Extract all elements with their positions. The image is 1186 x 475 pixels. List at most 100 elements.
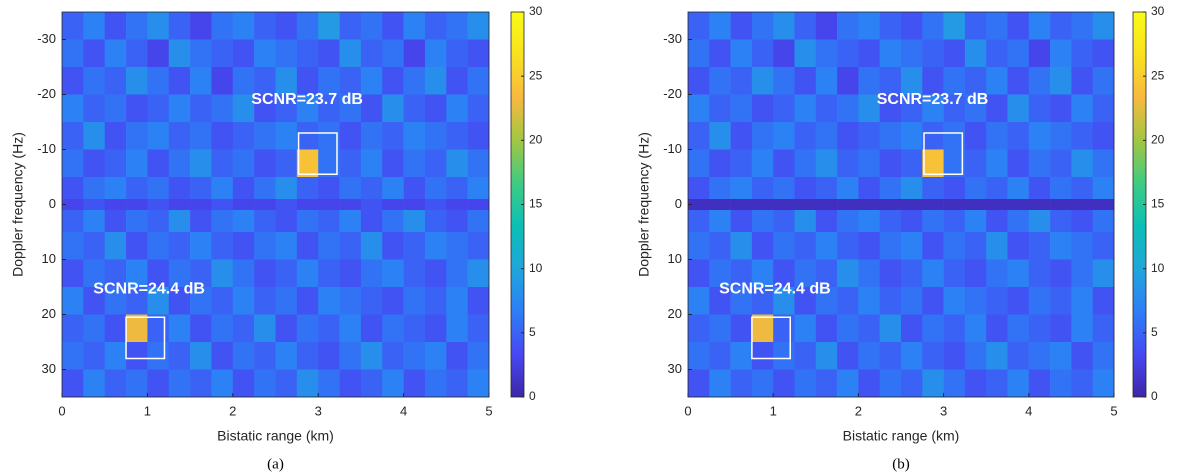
heatmap-cell xyxy=(1028,149,1051,178)
heatmap-cell xyxy=(986,199,1008,211)
target-box xyxy=(923,132,964,175)
heatmap-cell xyxy=(1071,287,1093,315)
annotation: SCNR=23.7 dB xyxy=(877,91,989,108)
heatmap-cell xyxy=(1007,149,1030,178)
heatmap-cell xyxy=(275,314,298,343)
heatmap-cell xyxy=(773,287,795,315)
heatmap-cell xyxy=(1028,67,1051,95)
heatmap-cell xyxy=(424,177,447,200)
heatmap-cell xyxy=(730,39,753,68)
heatmap-cell xyxy=(275,259,298,288)
heatmap-cell xyxy=(382,67,404,95)
heatmap-cell xyxy=(382,314,404,343)
heatmap-cell xyxy=(688,199,710,211)
heatmap-cell xyxy=(1028,12,1051,40)
heatmap-cell xyxy=(232,122,255,150)
heatmap-cell xyxy=(254,122,276,150)
heatmap-cell xyxy=(986,39,1008,68)
heatmap-cell xyxy=(964,232,987,260)
heatmap-cell xyxy=(190,177,212,200)
x-tick-label: 5 xyxy=(485,403,492,418)
heatmap-cell xyxy=(922,122,944,150)
heatmap-cell xyxy=(837,67,859,95)
heatmap-cell xyxy=(1071,122,1093,150)
heatmap-cell xyxy=(879,122,902,150)
heatmap-cell xyxy=(126,122,148,150)
heatmap-cell xyxy=(1028,210,1051,233)
heatmap-cell xyxy=(296,67,319,95)
heatmap-cell xyxy=(339,287,362,315)
heatmap-cell xyxy=(815,314,838,343)
heatmap-cell xyxy=(126,177,148,200)
heatmap-cell xyxy=(730,287,753,315)
heatmap-cell xyxy=(168,67,191,95)
heatmap-cell xyxy=(403,177,426,200)
heatmap-cell xyxy=(168,199,191,211)
heatmap-cell xyxy=(1092,94,1115,123)
heatmap-cell xyxy=(773,259,795,288)
heatmap-cell xyxy=(190,232,212,260)
heatmap-cell xyxy=(275,199,298,211)
colorbar-tick-label: 5 xyxy=(529,325,536,339)
heatmap-cell xyxy=(339,122,362,150)
heatmap-cell xyxy=(751,149,774,178)
heatmap-cell xyxy=(943,12,966,40)
heatmap-cell xyxy=(467,199,490,211)
colorbar-tick-label: 10 xyxy=(1151,261,1165,275)
heatmap-cell xyxy=(922,314,944,343)
heatmap-cell xyxy=(446,149,468,178)
heatmap-cell xyxy=(275,210,298,233)
y-tick-label: -20 xyxy=(663,86,682,101)
heatmap-cell xyxy=(773,342,795,370)
heatmap-cell xyxy=(922,342,944,370)
heatmap-cell xyxy=(773,199,795,211)
x-tick-label: 2 xyxy=(229,403,236,418)
heatmap-cell xyxy=(901,369,923,398)
heatmap-cell xyxy=(986,287,1008,315)
heatmap-cell xyxy=(147,232,170,260)
heatmap-cell xyxy=(275,287,298,315)
heatmap-cell xyxy=(922,39,944,68)
heatmap-cell xyxy=(168,39,191,68)
heatmap-cell xyxy=(964,12,987,40)
heatmap-cell xyxy=(104,39,127,68)
heatmap-cell xyxy=(104,259,127,288)
heatmap-cell xyxy=(794,199,817,211)
heatmap-cell xyxy=(382,177,404,200)
heatmap-cell xyxy=(254,39,276,68)
heatmap-cell xyxy=(794,94,817,123)
heatmap-cell xyxy=(382,210,404,233)
heatmap-cell xyxy=(879,177,902,200)
heatmap-cell xyxy=(318,67,340,95)
heatmap-cell xyxy=(986,210,1008,233)
heatmap-cell xyxy=(1028,369,1051,398)
heatmap-cell xyxy=(190,314,212,343)
heatmap-cell xyxy=(986,232,1008,260)
heatmap-cell xyxy=(360,122,383,150)
heatmap-cell xyxy=(751,12,774,40)
heatmap-cell xyxy=(339,199,362,211)
heatmap-cell xyxy=(837,199,859,211)
heatmap-cell xyxy=(275,67,298,95)
x-tick-label: 2 xyxy=(855,403,862,418)
heatmap-cell xyxy=(62,12,84,40)
heatmap-cell xyxy=(837,177,859,200)
heatmap-cell xyxy=(1092,122,1115,150)
heatmap-cell xyxy=(901,210,923,233)
heatmap-cell xyxy=(275,177,298,200)
heatmap-cell xyxy=(168,122,191,150)
y-axis-label: Doppler frequency (Hz) xyxy=(10,132,26,277)
heatmap-cell xyxy=(751,232,774,260)
heatmap-cell xyxy=(1028,232,1051,260)
heatmap-cell xyxy=(403,210,426,233)
heatmap-cell xyxy=(837,314,859,343)
colorbar-tick-label: 15 xyxy=(529,197,543,211)
heatmap-cell xyxy=(403,122,426,150)
heatmap-cell xyxy=(403,94,426,123)
heatmap-cell xyxy=(1007,39,1030,68)
colorbar-tick-label: 0 xyxy=(1151,389,1158,403)
heatmap-cell xyxy=(446,177,468,200)
heatmap-cell xyxy=(83,39,105,68)
heatmap-cell xyxy=(986,122,1008,150)
heatmap-cell xyxy=(360,342,383,370)
